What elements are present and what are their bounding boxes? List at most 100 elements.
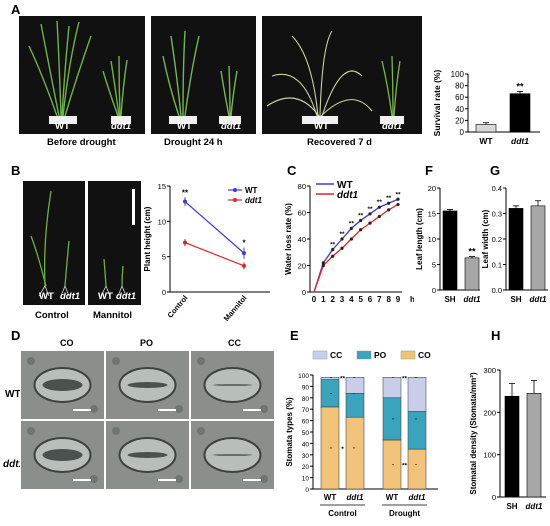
significance-mark: ** xyxy=(367,206,373,213)
stacked-bar-segment xyxy=(345,377,365,394)
series-line xyxy=(313,198,399,293)
x-tick-label: 6 xyxy=(368,295,373,304)
rice-plants-illustration xyxy=(162,30,241,124)
y-tick-label: 0.3 xyxy=(492,210,502,219)
significance-mark: * xyxy=(341,446,344,453)
caption-before-drought: Before drought xyxy=(47,137,116,148)
row-label-ddt1: ddt1 xyxy=(3,459,25,470)
x-tick-label: 7 xyxy=(377,295,382,304)
significance-mark: ** xyxy=(402,462,408,469)
panel-label-b: B xyxy=(11,163,21,178)
data-point xyxy=(368,221,372,225)
x-tick-label: Control xyxy=(165,294,189,320)
x-tick-label: ddt1 xyxy=(530,295,547,304)
data-point xyxy=(359,228,363,232)
y-tick-label: 0.4 xyxy=(492,184,502,193)
significance-mark: ** xyxy=(340,375,346,382)
data-point xyxy=(183,240,187,245)
bar xyxy=(442,210,458,291)
stomata-micrograph xyxy=(190,350,275,420)
data-point xyxy=(331,248,335,252)
col-label-co: CO xyxy=(60,338,74,348)
y-tick-label: 90 xyxy=(302,384,310,391)
data-point xyxy=(321,263,325,268)
significance-mark: ** xyxy=(377,199,383,206)
data-point xyxy=(377,205,381,209)
scale-bar xyxy=(158,479,176,481)
y-tick-label: 0 xyxy=(162,288,166,297)
y-tick-label: 100 xyxy=(483,451,496,460)
significance-mark: ** xyxy=(516,81,524,91)
significance-mark: ** xyxy=(330,242,336,249)
legend-label: WT xyxy=(245,186,258,195)
y-axis-label: Leaf width (cm) xyxy=(482,209,490,268)
scale-bar xyxy=(73,479,91,481)
data-point xyxy=(183,199,187,204)
significance-mark: ** xyxy=(358,212,364,219)
x-tick-label: 1 xyxy=(321,295,326,304)
y-axis-label: Leaf length (cm) xyxy=(416,208,424,270)
y-tick-label: 5 xyxy=(162,253,166,262)
x-tick-label: SH xyxy=(444,295,455,304)
legend-swatch xyxy=(356,350,372,360)
legend-label: ddt1 xyxy=(337,190,359,201)
y-tick-label: 200 xyxy=(483,408,496,417)
scale-bar xyxy=(243,409,261,411)
significance-mark: * xyxy=(242,238,246,247)
legend-swatch xyxy=(400,350,416,360)
photo-label-wt: WT xyxy=(39,291,54,302)
y-tick-label: 10 xyxy=(302,476,310,483)
bar xyxy=(475,124,497,133)
x-axis-label: h xyxy=(410,295,414,304)
data-point xyxy=(349,226,353,230)
stomata-micrograph xyxy=(105,420,190,490)
legend-swatch xyxy=(312,350,328,360)
bar xyxy=(526,392,542,498)
x-tick-label: ddt1 xyxy=(464,295,481,304)
chart-f-leaf-length: 0 5 10 15 20 SH ** ddt1 Leaf length (cm) xyxy=(416,184,481,304)
y-tick-label: 70 xyxy=(302,407,310,414)
photo-mannitol: WT ddt1 xyxy=(88,181,141,305)
stacked-bar-segment xyxy=(407,411,427,450)
bar xyxy=(504,395,520,498)
data-point xyxy=(349,237,353,241)
stomata-micrograph xyxy=(190,420,275,490)
y-tick-label: 15 xyxy=(428,210,436,219)
y-tick-label: 80 xyxy=(302,396,310,403)
y-tick-label: 60 xyxy=(455,93,464,102)
significance-mark: ** xyxy=(349,220,355,227)
y-tick-label: 0 xyxy=(432,286,436,295)
photo-label-wt: WT xyxy=(98,291,113,302)
scale-bar xyxy=(158,409,176,411)
x-tick-label: 0 xyxy=(312,295,317,304)
bar xyxy=(509,93,531,133)
series-line xyxy=(184,241,245,267)
seedlings-illustration xyxy=(100,189,135,297)
data-point xyxy=(377,214,381,219)
significance-mark: ** xyxy=(468,246,476,256)
significance-mark: ** xyxy=(402,375,408,382)
rice-plants-illustration xyxy=(28,20,131,124)
y-tick-label: 0.1 xyxy=(492,261,502,270)
data-point xyxy=(331,254,335,258)
photo-control: WT ddt1 xyxy=(23,181,85,305)
y-tick-label: 5 xyxy=(432,261,436,270)
x-tick-label: 4 xyxy=(349,295,354,304)
stacked-bar-segment xyxy=(407,448,427,490)
y-tick-label: 40 xyxy=(298,235,306,244)
significance-mark: ** xyxy=(339,231,345,238)
data-point xyxy=(340,237,344,241)
y-axis-label: Stomatal density (Stomata/mm²) xyxy=(469,372,478,495)
x-tick-label: SH xyxy=(506,502,517,511)
stacked-bar-segment xyxy=(382,377,402,399)
stacked-bar-segment xyxy=(345,416,365,490)
x-tick-label: Mannitol xyxy=(222,294,249,322)
y-tick-label: 100 xyxy=(451,70,465,79)
y-tick-label: 100 xyxy=(298,373,309,380)
panel-label-d: D xyxy=(11,328,21,343)
photo-label-ddt1: ddt1 xyxy=(382,121,403,132)
data-point xyxy=(359,218,363,223)
scale-bar xyxy=(243,479,261,481)
